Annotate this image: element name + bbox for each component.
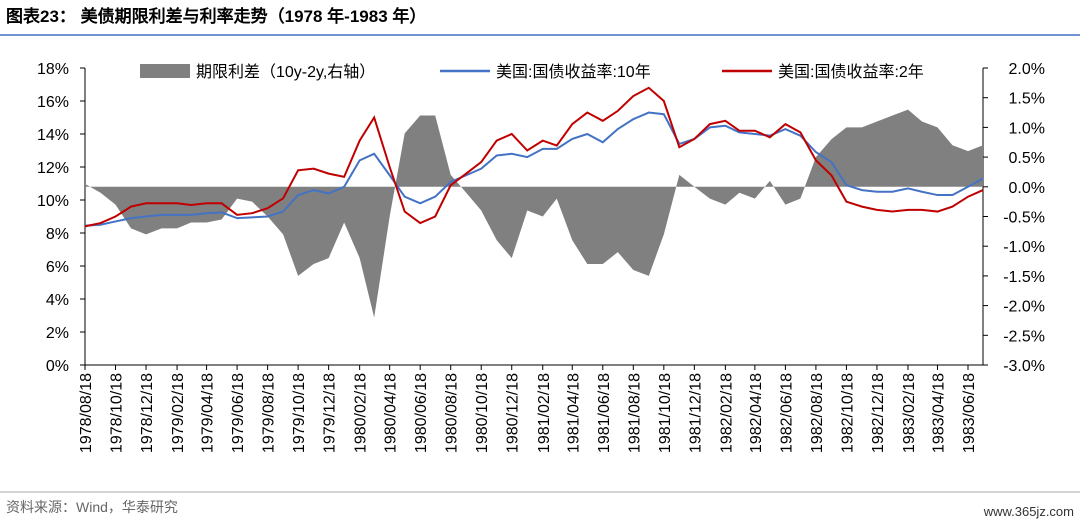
x-tick-label: 1979/08/18 xyxy=(261,373,278,453)
x-tick-label: 1981/10/18 xyxy=(657,373,674,453)
source: 资料来源：Wind，华泰研究 xyxy=(6,499,178,515)
legend-label: 美国:国债收益率:2年 xyxy=(778,63,924,81)
y-tick-label: 18% xyxy=(37,61,69,78)
spread-area xyxy=(85,109,983,318)
x-tick-label: 1980/08/18 xyxy=(444,373,461,453)
x-tick-label: 1981/12/18 xyxy=(687,373,704,453)
x-tick-label: 1979/10/18 xyxy=(291,373,308,453)
y-tick-label: 0% xyxy=(46,358,69,375)
y-tick-label: 10% xyxy=(37,193,69,210)
y2-tick-label: -3.0% xyxy=(1003,358,1045,375)
x-tick-label: 1982/02/18 xyxy=(718,373,735,453)
x-tick-label: 1982/08/18 xyxy=(809,373,826,453)
x-tick-label: 1978/08/18 xyxy=(78,373,95,453)
y-tick-label: 14% xyxy=(37,127,69,144)
x-tick-label: 1979/04/18 xyxy=(200,373,217,453)
y2-tick-label: 1.5% xyxy=(1009,91,1045,108)
x-tick-label: 1981/02/18 xyxy=(536,373,553,453)
y2-tick-label: -1.5% xyxy=(1003,269,1045,286)
y2-tick-label: 1.0% xyxy=(1009,120,1045,137)
y-tick-label: 12% xyxy=(37,160,69,177)
y2-tick-label: -2.0% xyxy=(1003,299,1045,316)
x-tick-label: 1982/04/18 xyxy=(748,373,765,453)
legend-label: 美国:国债收益率:10年 xyxy=(496,63,651,81)
x-tick-label: 1981/08/18 xyxy=(626,373,643,453)
chart-title: 图表23： 美债期限利差与利率走势（1978 年-1983 年） xyxy=(6,6,426,26)
y2-tick-label: -1.0% xyxy=(1003,239,1045,256)
x-tick-label: 1982/12/18 xyxy=(870,373,887,453)
x-tick-label: 1980/12/18 xyxy=(505,373,522,453)
x-tick-label: 1979/12/18 xyxy=(322,373,339,453)
y-tick-label: 4% xyxy=(46,292,69,309)
y-tick-label: 8% xyxy=(46,226,69,243)
x-tick-label: 1983/06/18 xyxy=(961,373,978,453)
legend-swatch xyxy=(140,64,190,78)
yield-line xyxy=(84,111,984,227)
x-tick-label: 1983/02/18 xyxy=(901,373,918,453)
x-tick-label: 1980/10/18 xyxy=(474,373,491,453)
x-tick-label: 1981/04/18 xyxy=(565,373,582,453)
y2-tick-label: 0.0% xyxy=(1009,180,1045,197)
yield-line xyxy=(84,86,984,228)
x-tick-label: 1979/06/18 xyxy=(230,373,247,453)
x-tick-label: 1978/10/18 xyxy=(109,373,126,453)
x-tick-label: 1982/06/18 xyxy=(778,373,795,453)
watermark: www.365jz.com xyxy=(983,504,1074,519)
x-tick-label: 1982/10/18 xyxy=(839,373,856,453)
x-tick-label: 1978/12/18 xyxy=(139,373,156,453)
y2-tick-label: -0.5% xyxy=(1003,210,1045,227)
legend-label: 期限利差（10y-2y,右轴） xyxy=(196,63,375,81)
y2-tick-label: 0.5% xyxy=(1009,150,1045,167)
x-tick-label: 1979/02/18 xyxy=(170,373,187,453)
x-tick-label: 1983/04/18 xyxy=(930,373,947,453)
x-tick-label: 1981/06/18 xyxy=(596,373,613,453)
x-tick-label: 1980/02/18 xyxy=(353,373,370,453)
y2-tick-label: -2.5% xyxy=(1003,328,1045,345)
x-tick-label: 1980/04/18 xyxy=(383,373,400,453)
x-tick-label: 1980/06/18 xyxy=(413,373,430,453)
y2-tick-label: 2.0% xyxy=(1009,61,1045,78)
y-tick-label: 16% xyxy=(37,94,69,111)
y-tick-label: 6% xyxy=(46,259,69,276)
y-tick-label: 2% xyxy=(46,325,69,342)
